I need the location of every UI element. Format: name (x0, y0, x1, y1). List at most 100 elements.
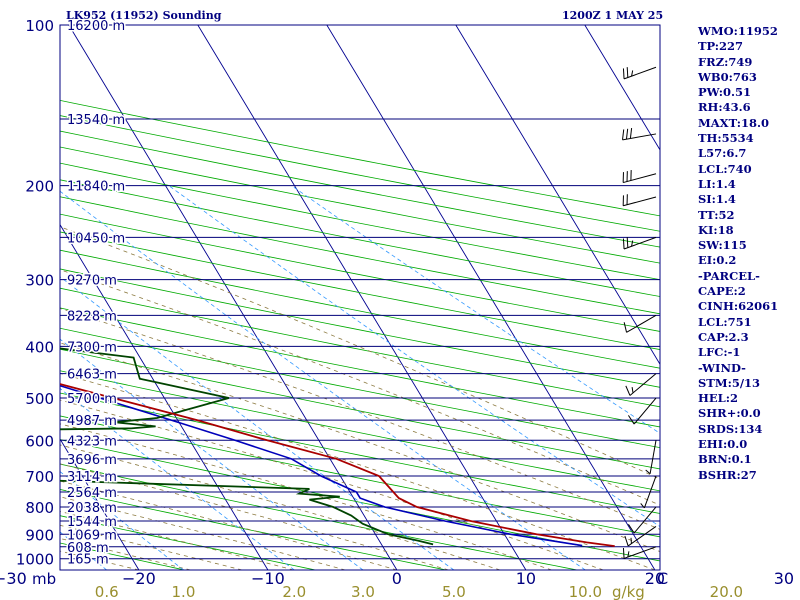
wind-barb (622, 546, 657, 559)
pressure-tick-label: 800 (25, 499, 54, 517)
stat-item: STM:5/13 (698, 375, 761, 390)
temperature-tick-label: 10 (516, 569, 536, 588)
wind-barb (622, 128, 657, 141)
dry-adiabat-line (60, 115, 660, 232)
wind-barbs (622, 66, 657, 559)
mixing-ratio-label: 2.0 (282, 583, 306, 600)
isotherm-line (60, 223, 269, 570)
isotherm-lines (60, 25, 660, 570)
stat-item: TP:227 (698, 39, 744, 54)
plot-frame (59, 24, 661, 571)
wind-barb (624, 526, 657, 547)
station-title: LK952 (11952) Sounding (66, 9, 222, 22)
dry-adiabat-lines (60, 99, 660, 570)
height-level-label: 7300 m (67, 340, 117, 355)
stat-item: TH:5534 (698, 131, 754, 146)
height-level-label: 9270 m (67, 274, 117, 289)
temperature-line (60, 383, 615, 547)
pressure-tick-label: 600 (25, 432, 54, 450)
moist-adiabat-line (60, 399, 604, 570)
isotherm-line (326, 25, 656, 570)
stat-item: WB0:763 (698, 69, 757, 84)
stat-item: SW:115 (698, 238, 747, 253)
sounding-profiles (60, 347, 615, 547)
dry-adiabat-line (60, 392, 660, 514)
pressure-tick-label: 100 (25, 17, 54, 35)
sounding-indices-list: WMO:11952 TP:227 FRZ:749 WB0:763 PW:0.51 RH:4… (698, 24, 778, 483)
stat-item: WMO:11952 (698, 24, 778, 38)
height-level-label: 8228 m (67, 309, 117, 324)
stat-item: TT:52 (698, 207, 735, 222)
height-level-label: 16200 m (67, 19, 125, 34)
mixing-ratio-label: 3.0 (351, 583, 375, 600)
stat-item: KI:18 (698, 222, 734, 237)
height-level-label: 5700 m (67, 392, 117, 407)
stat-item: LCL:751 (698, 314, 752, 329)
stat-item: EHI:0.0 (698, 437, 748, 452)
dry-adiabat-line (60, 179, 660, 297)
mixing-ratio-label: 0.6 (95, 583, 119, 600)
stat-item: HEL:2 (698, 391, 738, 406)
dry-adiabat-line (60, 307, 660, 428)
dry-adiabat-line (60, 287, 660, 408)
dry-adiabat-line (60, 249, 660, 369)
height-level-label: 165 m (67, 553, 109, 568)
height-level-label: 2564 m (67, 486, 117, 501)
stat-item: BRN:0.1 (698, 452, 752, 467)
pressure-tick-label: 300 (25, 272, 54, 290)
sounding-time: 1200Z 1 MAY 25 (562, 9, 664, 22)
stat-item: L57:6.7 (698, 146, 747, 161)
mixing-ratio-label: 10.0 (569, 583, 602, 600)
dry-adiabat-line (60, 268, 660, 388)
dry-adiabat-line (60, 162, 660, 281)
wind-barb (625, 373, 657, 396)
height-level-label: 4987 m (67, 414, 117, 429)
stat-item: CINH:62061 (698, 299, 779, 314)
height-level-label: 1544 m (67, 515, 117, 530)
dry-adiabat-line (60, 370, 660, 492)
dry-adiabat-line (60, 231, 660, 350)
mixing-ratio-line (60, 190, 586, 570)
mixing-ratio-label: 20.0 (710, 583, 743, 600)
isotherm-line (60, 438, 140, 570)
stat-item: -PARCEL- (698, 268, 760, 283)
moist-adiabat-line (60, 307, 660, 530)
pressure-tick-label: 200 (25, 178, 54, 196)
mixing-ratio-label: 5.0 (442, 583, 466, 600)
dry-adiabat-line (60, 415, 660, 538)
height-level-label: 3696 m (67, 453, 117, 468)
dry-adiabat-line (60, 196, 660, 315)
mixing-ratio-unit-label: g/kg (612, 583, 645, 600)
moist-adiabat-line (60, 269, 660, 506)
pressure-tick-label: 900 (25, 526, 54, 544)
dry-adiabat-line (60, 489, 447, 570)
height-level-label: 13540 m (67, 113, 125, 128)
stat-item: CAP:2.3 (698, 329, 749, 344)
dry-adiabat-line (60, 439, 660, 562)
pressure-tick-label: 700 (25, 468, 54, 486)
mixing-ratio-line (60, 276, 455, 570)
wind-barb (640, 475, 657, 509)
temperature-tick-label: 30 (774, 569, 794, 588)
stat-item: SHR+:0.0 (698, 406, 761, 421)
height-level-label: 1069 m (67, 528, 117, 543)
stat-item: LFC:-1 (698, 345, 741, 360)
pressure-unit-label: mb (32, 570, 56, 588)
dewpoint-line (60, 347, 434, 546)
temperature-unit-label: C (657, 569, 668, 588)
height-level-label: 10450 m (67, 231, 125, 246)
stat-item: FRZ:749 (698, 54, 753, 69)
wind-barb (622, 66, 657, 80)
isotherm-line (455, 25, 660, 366)
wind-barb (627, 397, 657, 425)
temperature-tick-label: 0 (392, 569, 402, 588)
moist-adiabat-line (60, 423, 552, 570)
height-level-label: 3114 m (67, 470, 117, 485)
stat-item: SI:1.4 (698, 192, 736, 207)
parcel-line (60, 384, 583, 547)
mixing-ratio-label: 1.0 (172, 583, 196, 600)
stat-item: RH:43.6 (698, 100, 751, 115)
mixing-ratio-line (60, 338, 364, 570)
